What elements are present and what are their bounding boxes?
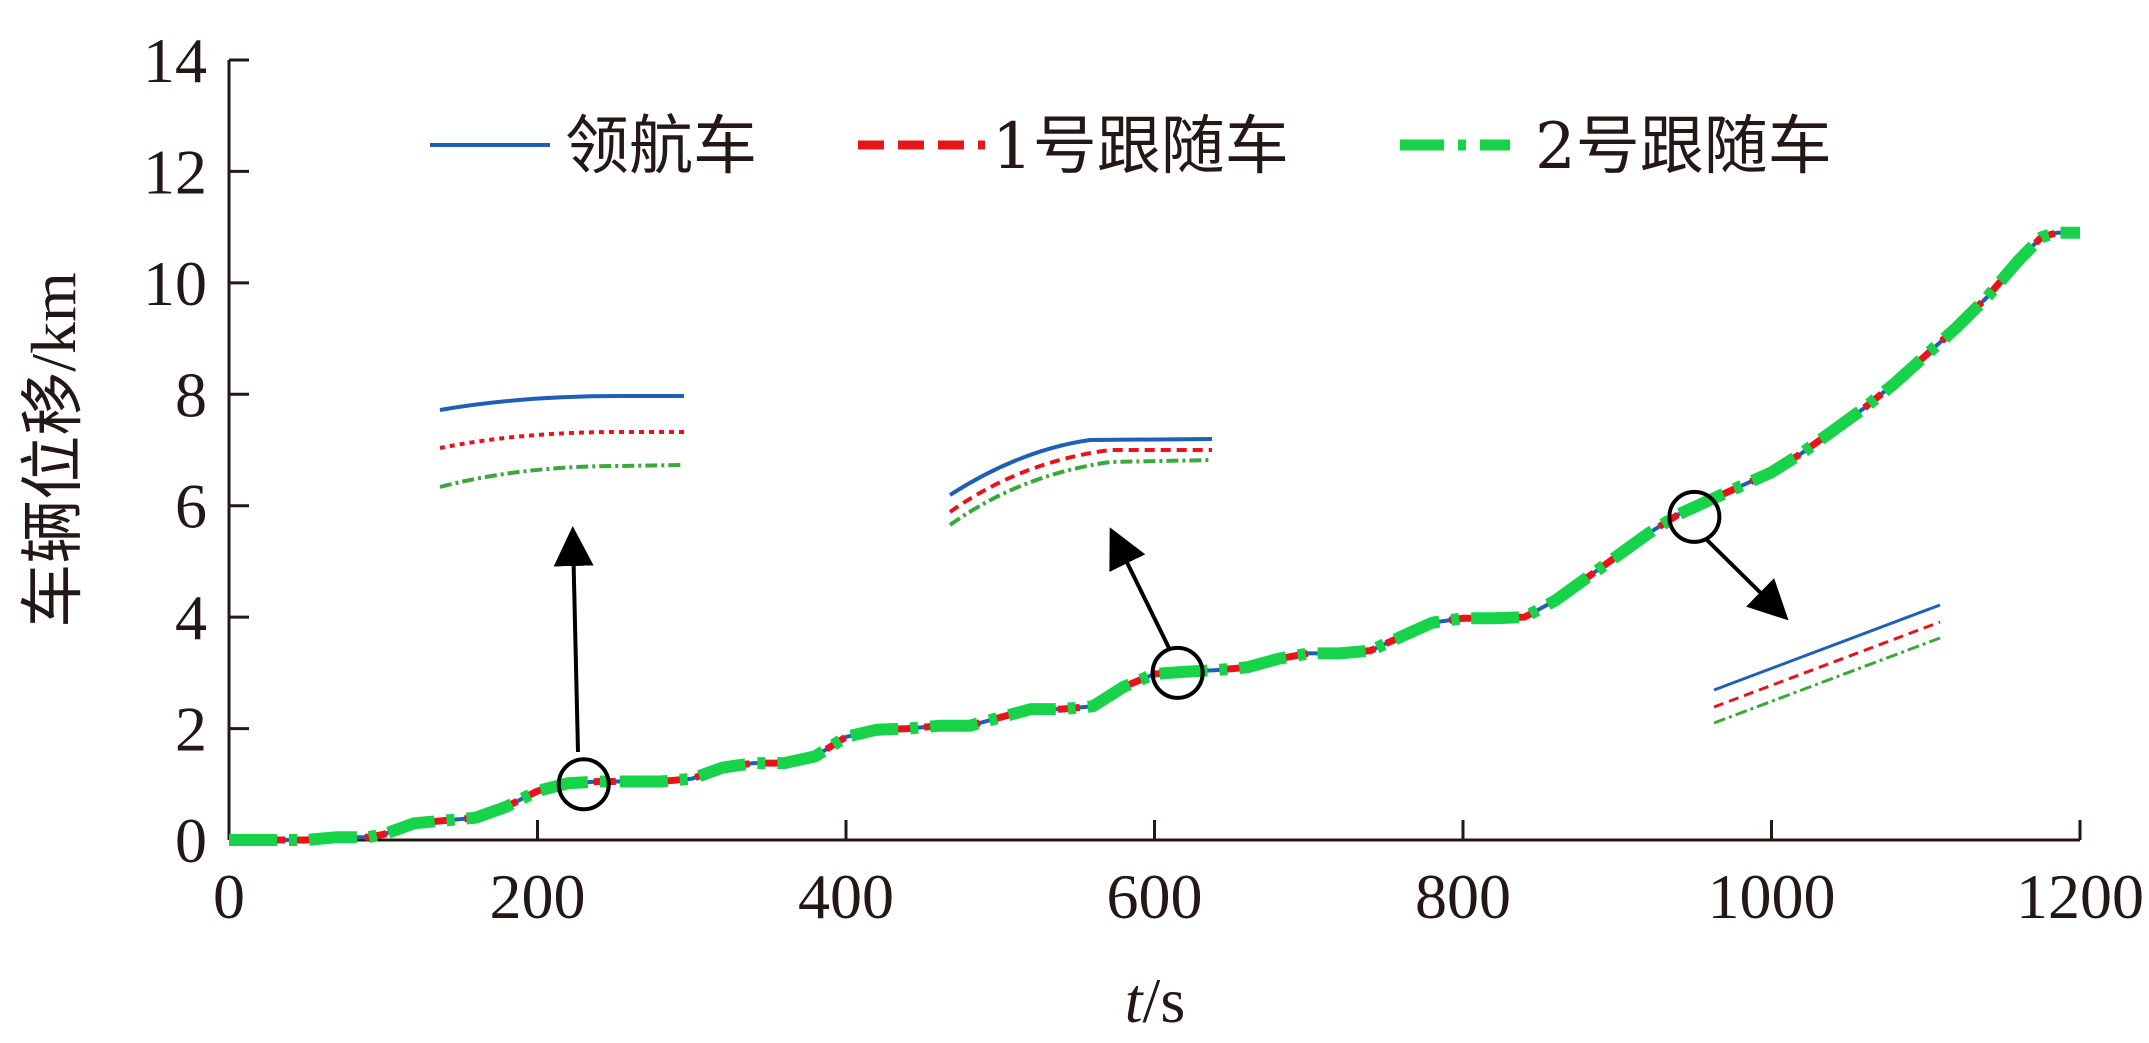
y-ticks: 0 2 4 6 8 10 12 14 bbox=[143, 25, 249, 876]
x-axis-title-variable: t bbox=[1125, 965, 1145, 1036]
series-layer bbox=[229, 226, 2080, 846]
zoom-arrow-2 bbox=[1109, 527, 1172, 651]
x-tick-label: 600 bbox=[1107, 861, 1203, 932]
legend: 领航车 1号跟随车 2号跟随车 bbox=[430, 110, 1832, 184]
x-axis-title-unit: /s bbox=[1143, 965, 1186, 1036]
series-line-follower-1 bbox=[229, 229, 2080, 844]
legend-label-follower-2: 2号跟随车 bbox=[1535, 110, 1832, 184]
y-tick-label: 8 bbox=[175, 359, 207, 430]
zoom-circles bbox=[556, 489, 1722, 812]
y-tick-label: 0 bbox=[175, 805, 207, 876]
x-tick-label: 0 bbox=[213, 861, 245, 932]
inset-2-follower-2-line bbox=[948, 458, 1213, 527]
zoom-inset-3 bbox=[1713, 603, 1941, 725]
zoom-inset-1 bbox=[439, 394, 685, 489]
legend-label-leader: 领航车 bbox=[565, 110, 757, 184]
inset-2-follower-1-line bbox=[948, 448, 1212, 514]
inset-3-leader-line bbox=[1713, 603, 1941, 692]
x-axis-title: t/s bbox=[1125, 965, 1185, 1036]
y-tick-label: 14 bbox=[143, 25, 207, 96]
y-axis-title: 车辆位移/km bbox=[18, 272, 89, 628]
x-tick-label: 400 bbox=[798, 861, 894, 932]
y-tick-label: 2 bbox=[175, 694, 207, 765]
x-tick-label: 200 bbox=[490, 861, 586, 932]
inset-1-leader-line bbox=[439, 394, 684, 412]
zoom-arrows bbox=[553, 526, 1789, 753]
series-line-leader bbox=[229, 230, 2080, 842]
inset-3-follower-1-line bbox=[1713, 620, 1941, 709]
x-tick-label: 1000 bbox=[1708, 861, 1836, 932]
axes: 0 2 4 6 8 10 12 14 0 200 400 600 800 1000 1200 bbox=[143, 25, 2144, 932]
inset-3-follower-2-line bbox=[1713, 636, 1941, 725]
y-tick-label: 12 bbox=[143, 136, 207, 207]
y-tick-label: 6 bbox=[175, 471, 207, 542]
zoom-inset-2 bbox=[948, 437, 1213, 527]
zoom-circle-1 bbox=[556, 757, 611, 812]
x-ticks: 0 200 400 600 800 1000 1200 bbox=[213, 820, 2144, 932]
x-tick-label: 1200 bbox=[2016, 861, 2144, 932]
zoom-circle-2 bbox=[1150, 645, 1205, 700]
inset-1-follower-1-line bbox=[439, 430, 684, 450]
y-tick-label: 4 bbox=[175, 582, 207, 653]
inset-2-leader-line bbox=[948, 437, 1213, 497]
series-line-follower-2 bbox=[229, 226, 2080, 846]
inset-1-follower-2-line bbox=[439, 463, 685, 489]
y-tick-label: 10 bbox=[143, 248, 207, 319]
zoom-arrow-1 bbox=[553, 526, 594, 753]
zoom-arrow-3 bbox=[1703, 536, 1789, 621]
legend-label-follower-1: 1号跟随车 bbox=[992, 110, 1289, 184]
x-tick-label: 800 bbox=[1415, 861, 1511, 932]
zoom-circle-3 bbox=[1667, 489, 1722, 544]
